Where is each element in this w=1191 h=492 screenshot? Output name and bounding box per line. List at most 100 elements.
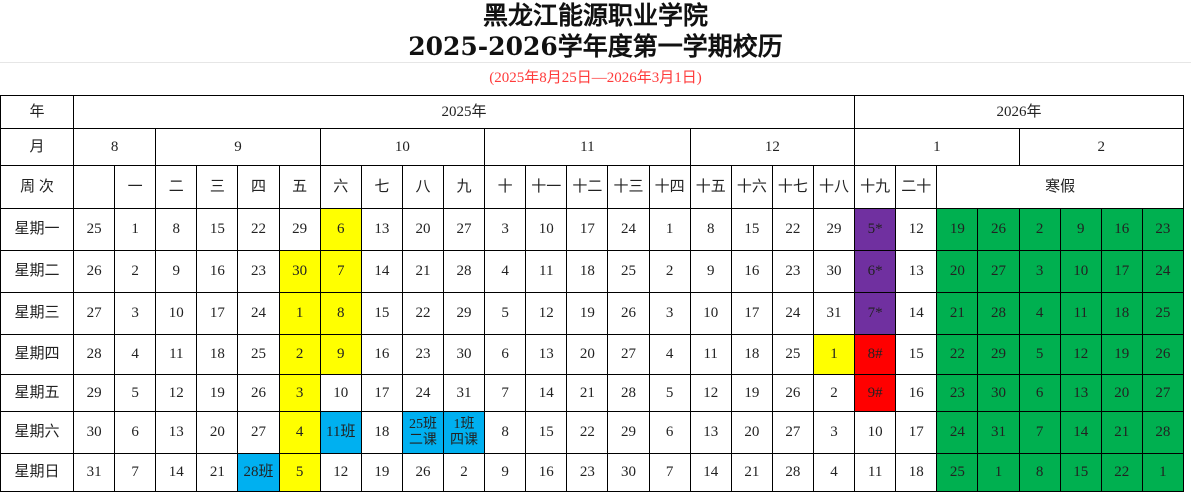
week-cell: 三: [196, 165, 239, 209]
date-cell: 16: [895, 374, 938, 412]
weekday-row: 星期六 30 6 13 20 27 4 11班 18 25班 二课 1班 四课 8 15 22 29 6 13 20 2…: [0, 411, 1185, 454]
school-calendar-table: 年 2025年 2026年月 8 9 10 11 12 1 2 周 次一二三四五六七八九十十一 十二十…: [0, 95, 1185, 492]
date-cell: 26: [73, 250, 116, 293]
date-cell: 1: [812, 334, 856, 375]
date-cell: 6: [319, 208, 362, 251]
date-cell: 8: [1018, 453, 1061, 492]
date-cell: 25: [936, 453, 979, 492]
date-cell: 2: [1018, 208, 1061, 251]
date-cell: 24: [771, 292, 814, 335]
date-cell: 24: [607, 208, 650, 251]
date-cell: 9#: [854, 374, 897, 412]
date-cell: 24: [936, 411, 979, 454]
date-cell: 11: [1059, 292, 1102, 335]
date-cell: 4: [278, 411, 321, 454]
date-cell: 16: [1100, 208, 1143, 251]
week-cell: 十四: [648, 165, 691, 209]
week-cell: 十: [484, 165, 527, 209]
date-cell: 24: [401, 374, 445, 412]
week-row: 周 次一二三四五六七八九十十一 十二 十三 十四 十五 十六 十七 十八 十九 二十 寒假: [0, 165, 1184, 209]
month-label: 月: [0, 128, 75, 166]
weekday-label: 星期二: [0, 250, 75, 293]
year-cell: 2026年: [854, 95, 1184, 129]
date-cell: 3: [1018, 250, 1061, 293]
date-cell: 26: [237, 374, 280, 412]
date-cell: 20: [936, 250, 979, 293]
week-cell: 十三: [607, 165, 650, 209]
date-cell: 17: [360, 374, 403, 412]
weekday-row: 星期日 31 7 14 21 28班 5 12 19 26 2 9 16 23 30 7 14 21 28 4 11 18…: [0, 453, 1185, 492]
date-cell: 30: [977, 374, 1020, 412]
date-cell: 1班 四课: [442, 411, 486, 454]
date-cell: 11: [854, 453, 897, 492]
date-cell: 7: [114, 453, 157, 492]
date-cell: 25班 二课: [401, 411, 445, 454]
date-cell: 3: [812, 411, 856, 454]
date-cell: 20: [401, 208, 445, 251]
week-cell: [73, 165, 116, 209]
date-cell: 19: [360, 453, 403, 492]
date-cell: 8#: [854, 334, 897, 375]
date-cell: 18: [566, 250, 609, 293]
date-cell: 10: [319, 374, 362, 412]
date-cell: 11班: [319, 411, 362, 454]
date-cell: 30: [73, 411, 116, 454]
date-cell: 7: [1018, 411, 1061, 454]
date-cell: 11: [525, 250, 568, 293]
date-cell: 3: [648, 292, 691, 335]
date-cell: 10: [1059, 250, 1102, 293]
date-cell: 29: [607, 411, 650, 454]
date-cell: 22: [771, 208, 814, 251]
date-cell: 6: [114, 411, 157, 454]
date-cell: 20: [730, 411, 773, 454]
week-cell: 九: [442, 165, 486, 209]
date-cell: 16: [730, 250, 773, 293]
date-cell: 17: [566, 208, 609, 251]
date-cell: 10: [854, 411, 897, 454]
month-cell: 9: [155, 128, 321, 166]
week-cell: 四: [237, 165, 280, 209]
date-cell: 19: [196, 374, 239, 412]
date-cell: 5: [648, 374, 691, 412]
weekday-label: 星期日: [0, 453, 75, 492]
date-cell: 26: [1141, 334, 1185, 375]
date-cell: 31: [442, 374, 486, 412]
date-cell: 23: [771, 250, 814, 293]
date-cell: 15: [360, 292, 403, 335]
date-cell: 22: [237, 208, 280, 251]
date-cell: 18: [196, 334, 239, 375]
date-cell: 8: [484, 411, 527, 454]
date-cell: 7: [648, 453, 691, 492]
date-cell: 12: [319, 453, 362, 492]
date-cell: 13: [360, 208, 403, 251]
date-cell: 22: [401, 292, 445, 335]
date-cell: 26: [977, 208, 1020, 251]
week-cell: 八: [401, 165, 445, 209]
date-cell: 2: [114, 250, 157, 293]
date-cell: 10: [155, 292, 198, 335]
winter-break-label: 寒假: [936, 165, 1184, 209]
date-cell: 25: [73, 208, 116, 251]
date-cell: 14: [1059, 411, 1102, 454]
date-cell: 22: [1100, 453, 1143, 492]
date-cell: 14: [895, 292, 938, 335]
date-cell: 9: [689, 250, 732, 293]
date-cell: 10: [689, 292, 732, 335]
date-cell: 23: [237, 250, 280, 293]
date-cell: 28: [442, 250, 486, 293]
week-cell: 一: [114, 165, 157, 209]
divider: [0, 62, 1191, 63]
month-cell: 10: [319, 128, 486, 166]
date-cell: 2: [812, 374, 856, 412]
weekday-row: 星期三 27 3 10 17 24 1 8 15 22 29 5 12 19 26 3 10 17 24 31 7* 14…: [0, 292, 1185, 335]
date-cell: 7*: [854, 292, 897, 335]
year-cell: 2025年: [73, 95, 856, 129]
date-range: (2025年8月25日—2026年3月1日): [489, 70, 702, 86]
date-cell: 8: [155, 208, 198, 251]
date-cell: 20: [196, 411, 239, 454]
date-cell: 17: [895, 411, 938, 454]
week-cell: 十五: [689, 165, 732, 209]
week-cell: 十八: [812, 165, 856, 209]
date-cell: 23: [401, 334, 445, 375]
date-cell: 9: [155, 250, 198, 293]
